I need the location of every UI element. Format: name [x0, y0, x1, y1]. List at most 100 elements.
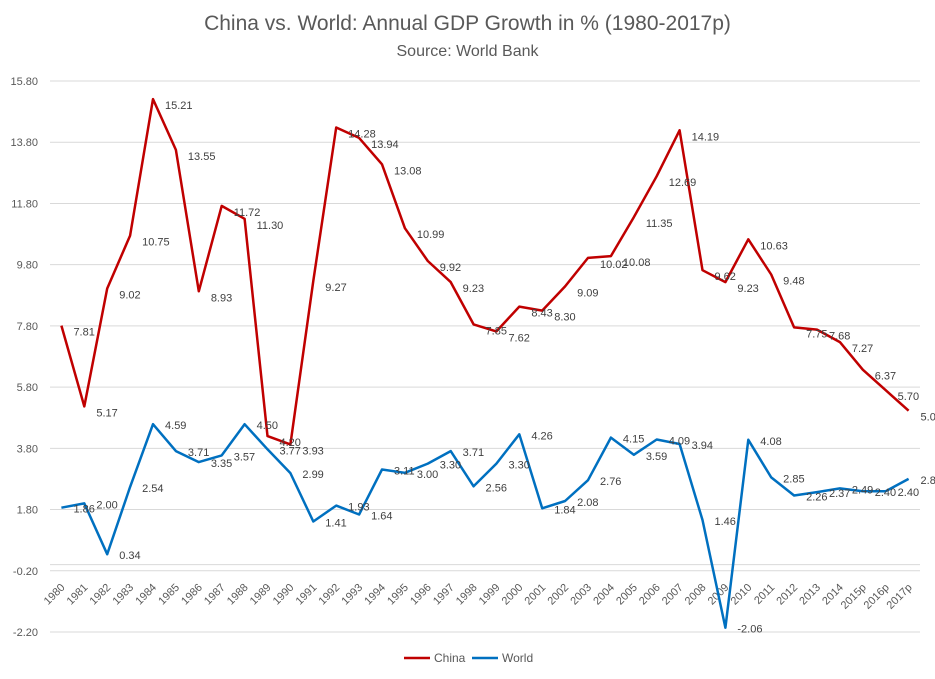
- x-tick-label: 2004: [591, 582, 617, 608]
- data-label-world: 1.64: [371, 510, 392, 522]
- data-label-world: 3.94: [692, 440, 713, 452]
- data-label-world: 1.84: [554, 504, 575, 516]
- y-tick-label: -0.20: [13, 566, 38, 578]
- data-label-china: 7.27: [852, 343, 873, 355]
- x-tick-label: 1987: [202, 582, 228, 608]
- x-tick-label: 2011: [752, 582, 777, 607]
- x-tick-label: 1990: [271, 582, 297, 608]
- y-tick-label: 1.80: [17, 505, 38, 517]
- x-tick-label: 2012: [774, 582, 800, 608]
- legend-label-world: World: [502, 651, 533, 665]
- data-label-china: 9.92: [440, 262, 461, 274]
- data-label-world: 4.09: [669, 435, 690, 447]
- x-tick-label: 2017p: [885, 582, 915, 612]
- data-label-world: 0.34: [119, 550, 140, 562]
- y-tick-label: 13.80: [10, 137, 38, 149]
- data-label-china: 9.02: [119, 290, 140, 302]
- data-label-world: 3.59: [646, 451, 667, 463]
- data-label-china: 6.37: [875, 371, 896, 383]
- data-label-china: 8.43: [531, 308, 552, 320]
- data-label-world: 3.00: [417, 469, 438, 481]
- x-tick-label: 1984: [133, 582, 159, 608]
- data-label-china: 7.75: [806, 328, 827, 340]
- data-label-world: 2.99: [302, 469, 323, 481]
- data-label-world: 2.80: [921, 475, 935, 487]
- data-label-world: 3.30: [508, 460, 529, 472]
- data-label-world: 3.57: [234, 451, 255, 463]
- data-label-china: 11.72: [234, 207, 261, 219]
- data-label-china: 10.02: [600, 259, 628, 271]
- y-tick-label: -2.20: [13, 627, 38, 639]
- x-tick-label: 2001: [523, 582, 549, 608]
- data-label-china: 10.08: [623, 257, 651, 269]
- x-tick-label: 1992: [317, 582, 343, 608]
- data-label-china: 8.93: [211, 292, 232, 304]
- x-tick-label: 1986: [179, 582, 205, 608]
- y-tick-label: 3.80: [17, 443, 38, 455]
- data-label-china: 9.48: [783, 275, 804, 287]
- data-label-china: 7.85: [486, 325, 507, 337]
- data-label-china: 5.03: [921, 412, 935, 424]
- data-label-world: 2.54: [142, 483, 163, 495]
- data-label-china: 12.69: [669, 177, 697, 189]
- data-label-china: 9.23: [737, 283, 758, 295]
- data-label-world: 2.49: [852, 484, 873, 496]
- x-tick-label: 2008: [683, 582, 709, 608]
- x-tick-label: 2006: [637, 582, 663, 608]
- data-label-china: 7.68: [829, 331, 850, 343]
- data-label-china: 7.62: [508, 332, 529, 344]
- data-label-china: 14.19: [692, 131, 720, 143]
- data-label-world: 4.50: [257, 420, 278, 432]
- data-label-world: 3.11: [394, 465, 415, 477]
- data-label-world: 2.00: [96, 499, 117, 511]
- data-label-world: 3.77: [280, 445, 301, 457]
- data-label-china: 13.55: [188, 151, 216, 163]
- data-label-world: 4.26: [531, 430, 552, 442]
- x-tick-label: 1991: [294, 582, 320, 608]
- data-label-world: 1.46: [715, 516, 736, 528]
- data-label-world: 2.37: [829, 488, 850, 500]
- data-label-china: 13.94: [371, 139, 399, 151]
- data-label-world: 3.30: [440, 460, 461, 472]
- data-label-world: 4.59: [165, 420, 186, 432]
- data-label-world: 1.93: [348, 502, 369, 514]
- legend-label-china: China: [434, 651, 466, 665]
- data-label-world: 3.71: [463, 447, 484, 459]
- data-label-world: 2.40: [898, 487, 919, 499]
- x-tick-label: 1997: [431, 582, 457, 608]
- x-tick-label: 1995: [385, 582, 411, 608]
- data-label-china: 10.75: [142, 237, 170, 249]
- data-label-world: 4.08: [760, 436, 781, 448]
- x-tick-label: 1993: [339, 582, 365, 608]
- y-tick-label: 11.80: [11, 198, 38, 210]
- data-label-china: 9.62: [715, 271, 736, 283]
- data-label-china: 10.63: [760, 240, 788, 252]
- data-label-world: 4.15: [623, 434, 644, 446]
- x-tick-label: 1994: [362, 582, 388, 608]
- data-label-china: 10.99: [417, 229, 445, 241]
- chart-title: China vs. World: Annual GDP Growth in % …: [204, 12, 731, 35]
- data-label-china: 9.23: [463, 283, 484, 295]
- series-line-world: [61, 422, 910, 629]
- data-label-china: 9.27: [325, 282, 346, 294]
- data-label-world: 2.26: [806, 491, 827, 503]
- y-tick-label: 7.80: [17, 321, 38, 333]
- x-tick-label: 2013: [797, 582, 823, 608]
- x-tick-label: 2005: [614, 582, 640, 608]
- x-tick-label: 2002: [545, 582, 571, 608]
- data-label-china: 9.09: [577, 287, 598, 299]
- x-tick-label: 2003: [568, 582, 594, 608]
- y-tick-label: 9.80: [17, 260, 38, 272]
- data-label-china: 11.30: [257, 220, 284, 232]
- data-label-china: 14.28: [348, 129, 376, 141]
- data-label-china: 5.17: [96, 407, 117, 419]
- data-label-china: 3.93: [302, 445, 323, 457]
- x-tick-label: 2007: [660, 582, 686, 608]
- data-label-world: 2.56: [486, 482, 507, 494]
- x-tick-label: 1980: [42, 582, 68, 608]
- x-tick-label: 1989: [248, 582, 274, 608]
- data-label-world: 2.08: [577, 497, 598, 509]
- data-label-china: 4.20: [280, 437, 301, 449]
- y-tick-label: 15.80: [10, 76, 38, 88]
